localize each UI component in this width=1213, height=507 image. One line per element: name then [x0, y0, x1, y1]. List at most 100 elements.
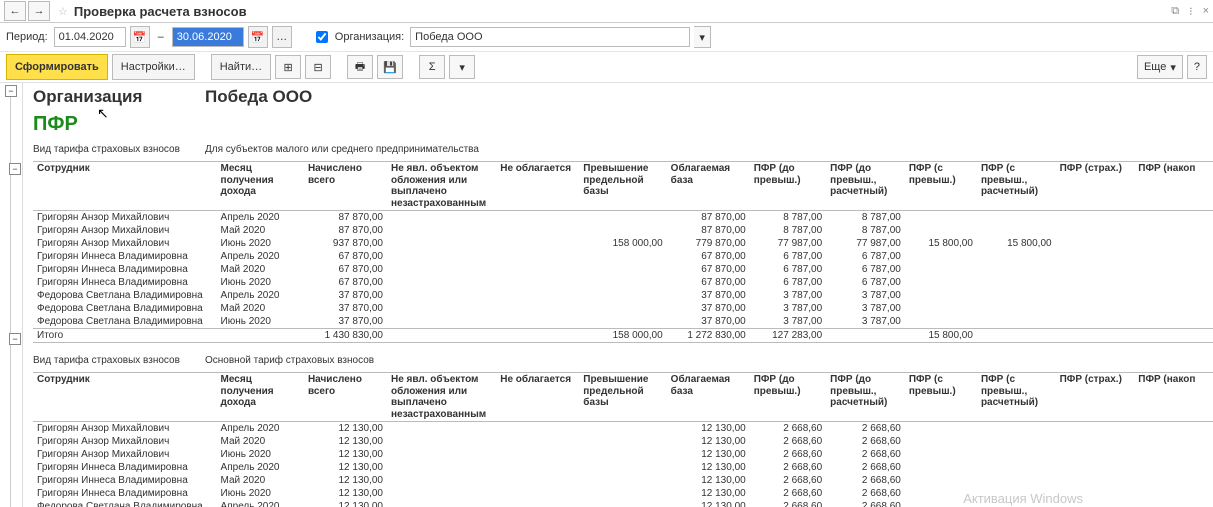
table-cell: 37 870,00: [667, 302, 750, 315]
table-row[interactable]: Григорян Иннеса ВладимировнаМай 202012 1…: [33, 474, 1213, 487]
calendar-icon: 📅: [251, 31, 265, 44]
table-cell: 3 787,00: [750, 315, 826, 329]
detach-window-icon[interactable]: ⧉: [1171, 5, 1179, 18]
table-cell: Апрель 2020: [217, 500, 304, 507]
table-cell: Григорян Анзор Михайлович: [33, 224, 217, 237]
table-row[interactable]: Федорова Светлана ВладимировнаМай 202037…: [33, 302, 1213, 315]
table-cell: [579, 448, 666, 461]
table-cell: [905, 211, 977, 225]
table-cell: [1134, 315, 1213, 329]
table-row[interactable]: Григорян Анзор МихайловичАпрель 202087 8…: [33, 211, 1213, 225]
fold-toggle[interactable]: −: [9, 333, 21, 345]
org-filter-input[interactable]: Победа ООО: [410, 27, 690, 47]
report-org-value: Победа ООО: [205, 87, 312, 107]
table-row[interactable]: Федорова Светлана ВладимировнаАпрель 202…: [33, 289, 1213, 302]
table-cell: [977, 289, 1056, 302]
nav-back-button[interactable]: ←: [4, 1, 26, 21]
help-button[interactable]: ?: [1187, 55, 1207, 79]
nav-forward-button[interactable]: →: [28, 1, 50, 21]
table-cell: [1056, 211, 1135, 225]
calendar-to-button[interactable]: 📅: [248, 26, 268, 48]
fold-toggle[interactable]: −: [9, 163, 21, 175]
table-cell: [1134, 422, 1213, 436]
table-cell: 12 130,00: [667, 422, 750, 436]
report-table-1: СотрудникМесяц получения доходаНачислено…: [33, 161, 1213, 343]
table-cell: [826, 329, 905, 343]
close-window-icon[interactable]: ×: [1203, 5, 1209, 18]
table-cell: 2 668,60: [750, 461, 826, 474]
table-cell: 6 787,00: [750, 276, 826, 289]
column-header: ПФР (накоп: [1134, 373, 1213, 422]
column-header: Сотрудник: [33, 162, 217, 211]
table-row[interactable]: Григорян Иннеса ВладимировнаМай 202067 8…: [33, 263, 1213, 276]
table-cell: 2 668,60: [750, 448, 826, 461]
table-cell: [579, 224, 666, 237]
column-header: Сотрудник: [33, 373, 217, 422]
table-row[interactable]: Григорян Анзор МихайловичАпрель 202012 1…: [33, 422, 1213, 436]
sum-dropdown-button[interactable]: ▾: [449, 55, 475, 79]
table-row[interactable]: Григорян Иннеса ВладимировнаИюнь 202067 …: [33, 276, 1213, 289]
report-table-2: СотрудникМесяц получения доходаНачислено…: [33, 372, 1213, 507]
table-cell: [579, 276, 666, 289]
table-cell: 87 870,00: [304, 224, 387, 237]
table-cell: Федорова Светлана Владимировна: [33, 315, 217, 329]
column-header: Не облагается: [496, 162, 579, 211]
sigma-icon: Σ: [429, 61, 436, 73]
table-cell: [905, 289, 977, 302]
table-cell: Май 2020: [217, 224, 304, 237]
table-row[interactable]: Григорян Анзор МихайловичМай 202087 870,…: [33, 224, 1213, 237]
table-cell: [387, 315, 496, 329]
table-cell: 12 130,00: [304, 500, 387, 507]
table-cell: [387, 448, 496, 461]
table-cell: 6 787,00: [750, 263, 826, 276]
save-button[interactable]: 💾: [377, 55, 403, 79]
table-cell: [1056, 435, 1135, 448]
find-button[interactable]: Найти…: [211, 54, 271, 80]
minimize-icon[interactable]: ⁝: [1189, 5, 1193, 18]
settings-button[interactable]: Настройки…: [112, 54, 195, 80]
table-cell: [1134, 211, 1213, 225]
table-cell: [1134, 263, 1213, 276]
org-filter-dropdown[interactable]: ▾: [694, 26, 711, 48]
table-cell: Май 2020: [217, 474, 304, 487]
generate-button[interactable]: Сформировать: [6, 54, 108, 80]
table-row[interactable]: Григорян Анзор МихайловичМай 202012 130,…: [33, 435, 1213, 448]
table-row[interactable]: Григорян Иннеса ВладимировнаАпрель 20206…: [33, 250, 1213, 263]
table-row[interactable]: Григорян Иннеса ВладимировнаАпрель 20201…: [33, 461, 1213, 474]
table-cell: [977, 224, 1056, 237]
sum-button[interactable]: Σ: [419, 55, 445, 79]
arrow-right-icon: →: [34, 5, 45, 17]
ellipsis-icon: …: [276, 31, 287, 43]
table-cell: [1134, 302, 1213, 315]
table-cell: [977, 461, 1056, 474]
org-filter-label: Организация:: [335, 31, 404, 43]
table-cell: [1134, 487, 1213, 500]
chevron-down-icon: ▾: [1170, 61, 1176, 74]
table-cell: [579, 474, 666, 487]
table-row[interactable]: Григорян Анзор МихайловичИюнь 202012 130…: [33, 448, 1213, 461]
period-range-button[interactable]: …: [272, 26, 292, 48]
table-cell: [387, 263, 496, 276]
table-row[interactable]: Григорян Анзор МихайловичИюнь 2020937 87…: [33, 237, 1213, 250]
column-header: ПФР (страх.): [1056, 373, 1135, 422]
period-to-input[interactable]: 30.06.2020: [172, 27, 244, 47]
table-cell: 2 668,60: [750, 422, 826, 436]
more-button[interactable]: Еще▾: [1137, 55, 1183, 79]
calendar-from-button[interactable]: 📅: [130, 26, 150, 48]
expand-groups-button[interactable]: ⊞: [275, 55, 301, 79]
table-header-row: СотрудникМесяц получения доходаНачислено…: [33, 373, 1213, 422]
table-cell: Григорян Иннеса Владимировна: [33, 276, 217, 289]
collapse-groups-button[interactable]: ⊟: [305, 55, 331, 79]
table-row[interactable]: Федорова Светлана ВладимировнаИюнь 20203…: [33, 315, 1213, 329]
period-from-input[interactable]: 01.04.2020: [54, 27, 126, 47]
table-cell: Апрель 2020: [217, 289, 304, 302]
table-cell: [1056, 448, 1135, 461]
print-button[interactable]: 🖶: [347, 55, 373, 79]
fold-toggle[interactable]: −: [5, 85, 17, 97]
favorite-star-icon[interactable]: ☆: [58, 5, 68, 18]
table-cell: [977, 422, 1056, 436]
windows-activation-watermark: Активация Windows: [963, 491, 1083, 506]
table-cell: [579, 302, 666, 315]
table-cell: Июнь 2020: [217, 448, 304, 461]
org-filter-checkbox[interactable]: [316, 31, 328, 43]
